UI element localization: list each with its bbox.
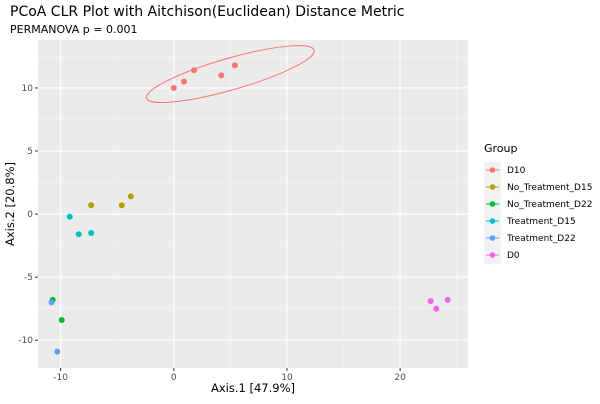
legend-label: D10 xyxy=(507,166,526,176)
point-D0 xyxy=(427,298,434,305)
point-D10 xyxy=(191,67,198,74)
major-gridlines xyxy=(38,40,468,368)
ellipse-D10 xyxy=(145,45,315,103)
point-D10 xyxy=(180,78,187,85)
y-tick-label: 0 xyxy=(27,210,33,220)
legend: D10 No_Treatment_D15 No_Treatment_D22 Treat… xyxy=(484,162,592,264)
x-axis-title: Axis.1 [47.9%] xyxy=(211,381,295,395)
legend-key-No_Treatment_D22 xyxy=(489,201,496,207)
legend-label: D0 xyxy=(507,251,520,261)
legend-key-D10 xyxy=(489,167,496,173)
point-Treatment_D15 xyxy=(66,213,73,220)
y-axis-title: Axis.2 [20.8%] xyxy=(3,162,17,246)
y-tick-label: -5 xyxy=(24,273,33,283)
point-No_Treatment_D15 xyxy=(127,193,134,200)
x-tick-label: 0 xyxy=(171,373,177,383)
point-D10 xyxy=(231,62,238,69)
y-tick-label: 10 xyxy=(22,84,34,94)
y-axis-ticks: 10 5 0 -5 -10 xyxy=(18,84,38,346)
chart-subtitle: PERMANOVA p = 0.001 xyxy=(10,23,137,36)
plot-panel xyxy=(38,40,468,368)
y-tick-label: -10 xyxy=(18,336,33,346)
point-Treatment_D15 xyxy=(88,230,95,237)
point-No_Treatment_D15 xyxy=(118,202,125,209)
point-Treatment_D15 xyxy=(75,231,82,238)
legend-label: No_Treatment_D22 xyxy=(507,200,592,210)
legend-key-Treatment_D22 xyxy=(489,235,496,241)
point-D0 xyxy=(433,305,440,312)
x-tick-label: 20 xyxy=(394,373,406,383)
point-No_Treatment_D22 xyxy=(58,317,65,324)
legend-label: Treatment_D22 xyxy=(506,234,576,244)
legend-label: Treatment_D15 xyxy=(506,217,576,227)
chart-title: PCoA CLR Plot with Aitchison(Euclidean) … xyxy=(10,4,404,20)
x-tick-label: -10 xyxy=(53,373,68,383)
legend-key-D0 xyxy=(489,252,496,258)
legend-key-Treatment_D15 xyxy=(489,218,496,224)
x-tick-label: 10 xyxy=(281,373,293,383)
data-points xyxy=(48,62,451,355)
point-D10 xyxy=(218,72,225,79)
point-No_Treatment_D15 xyxy=(88,202,95,209)
legend-label: No_Treatment_D15 xyxy=(507,183,592,193)
point-Treatment_D22 xyxy=(54,348,61,355)
x-axis-ticks: -10 0 10 20 xyxy=(53,368,406,383)
y-tick-label: 5 xyxy=(27,147,33,157)
point-D10 xyxy=(170,84,177,91)
confidence-ellipses xyxy=(145,45,315,103)
legend-title: Group xyxy=(484,142,518,155)
point-Treatment_D22 xyxy=(48,299,55,306)
point-D0 xyxy=(444,296,451,303)
minor-gridlines xyxy=(38,40,468,368)
legend-key-No_Treatment_D15 xyxy=(489,184,496,190)
